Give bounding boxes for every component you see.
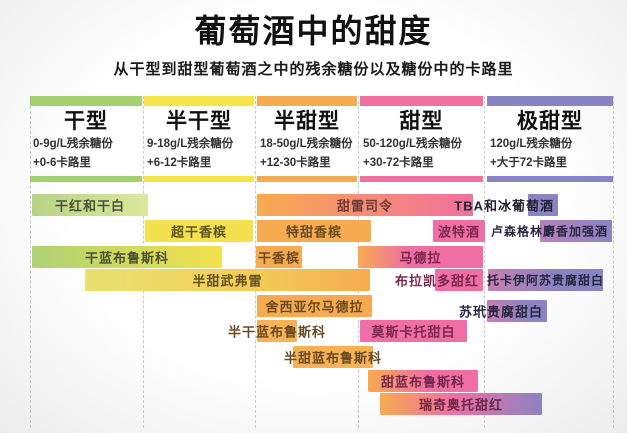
wine-bar: 马德拉 xyxy=(358,246,483,268)
wine-bar-label: 干蓝布鲁斯科 xyxy=(84,250,170,266)
category-color-strip-bottom xyxy=(257,176,357,182)
wine-bar-label: 托卡伊阿苏贵腐甜白 xyxy=(486,273,605,288)
category-residual-sugar: 120g/L残余糖份 xyxy=(490,138,573,150)
category-color-strip-bottom xyxy=(144,176,254,182)
wine-bar: 波特酒 xyxy=(433,220,485,242)
wine-bar: 莫斯卡托甜白 xyxy=(360,320,467,342)
category-calories: +30-72卡路里 xyxy=(363,157,434,169)
wine-bar-label: 干红和干白 xyxy=(54,198,126,214)
category-column: 半干型 9-18g/L残余糖份 +6-12卡路里 xyxy=(144,96,254,182)
wine-bar-label: 卢森格林麝香加强酒 xyxy=(490,224,608,239)
dotted-gridline xyxy=(484,96,485,428)
wine-bar-label: 莫斯卡托甜白 xyxy=(371,324,456,340)
wine-bar-label: 半甜蓝布鲁斯科 xyxy=(283,350,383,366)
category-residual-sugar: 18-50g/L残余糖份 xyxy=(260,138,353,150)
wine-bar-label: 波特酒 xyxy=(437,224,481,240)
category-color-strip-bottom xyxy=(487,176,613,182)
wine-bar: 瑞奇奥托甜红 xyxy=(380,393,542,415)
category-residual-sugar: 9-18g/L残余糖份 xyxy=(147,138,234,150)
wine-bar: 甜蓝布鲁斯科 xyxy=(368,370,478,392)
wine-bar-label: 马德拉 xyxy=(399,250,442,266)
category-calories: +6-12卡路里 xyxy=(147,157,212,169)
category-color-strip-top xyxy=(360,96,483,106)
category-calories: +0-6卡路里 xyxy=(33,157,91,169)
category-color-strip-top xyxy=(30,96,142,106)
wine-bar: 舍西亚尔马德拉 xyxy=(257,295,372,317)
wine-bar-label: TBA和冰葡萄酒 xyxy=(454,198,554,214)
category-title: 甜型 xyxy=(399,110,444,133)
dotted-gridline xyxy=(30,96,31,428)
wine-bar-label: 布拉凯多甜红 xyxy=(394,273,479,289)
category-color-strip-bottom xyxy=(360,176,483,182)
category-column: 干型 0-9g/L残余糖份 +0-6卡路里 xyxy=(30,96,142,182)
wine-bar-label: 半干蓝布鲁斯科 xyxy=(227,324,327,340)
category-title: 半干型 xyxy=(166,110,232,133)
wine-bar: 托卡伊阿苏贵腐甜白 xyxy=(486,269,605,291)
wine-bar-label: 舍西亚尔马德拉 xyxy=(265,299,364,315)
category-column: 极甜型 120g/L残余糖份 +大于72卡路里 xyxy=(487,96,613,182)
wine-bar: 苏玳贵腐甜白 xyxy=(459,300,547,322)
wine-bar: 半甜武弗雷 xyxy=(85,269,370,291)
wine-bar: TBA和冰葡萄酒 xyxy=(454,194,558,216)
dotted-gridline xyxy=(613,96,614,428)
category-column: 半甜型 18-50g/L残余糖份 +12-30卡路里 xyxy=(257,96,357,182)
category-calories: +大于72卡路里 xyxy=(490,157,568,169)
wine-bar: 干香槟 xyxy=(256,246,302,268)
category-color-strip-top xyxy=(144,96,254,106)
wine-bar-label: 特甜香槟 xyxy=(285,224,343,240)
category-title: 半甜型 xyxy=(274,110,340,133)
wine-bar: 卢森格林麝香加强酒 xyxy=(491,220,612,242)
wine-bar-label: 超干香槟 xyxy=(170,224,228,240)
dotted-gridline xyxy=(255,96,256,428)
wine-bar: 干蓝布鲁斯科 xyxy=(32,246,222,268)
wine-bar: 特甜香槟 xyxy=(257,220,371,242)
category-residual-sugar: 0-9g/L残余糖份 xyxy=(33,138,113,150)
wine-bar-label: 甜蓝布鲁斯科 xyxy=(380,374,466,390)
wine-bar: 半干蓝布鲁斯科 xyxy=(228,320,325,342)
wine-bar-label: 半甜武弗雷 xyxy=(192,273,263,289)
category-column: 甜型 50-120g/L残余糖份 +30-72卡路里 xyxy=(360,96,483,182)
wine-bar-label: 瑞奇奥托甜红 xyxy=(418,397,504,413)
page-title: 葡萄酒中的甜度 xyxy=(194,13,433,49)
category-title: 极甜型 xyxy=(517,110,583,133)
category-color-strip-top xyxy=(487,96,613,106)
wine-bar-label: 甜雷司令 xyxy=(336,198,394,214)
wine-bar: 半甜蓝布鲁斯科 xyxy=(284,346,381,368)
category-residual-sugar: 50-120g/L残余糖份 xyxy=(363,138,463,150)
category-color-strip-bottom xyxy=(30,176,142,182)
wine-bar: 布拉凯多甜红 xyxy=(395,269,483,291)
category-color-strip-top xyxy=(257,96,357,106)
page-subtitle: 从干型到甜型葡萄酒之中的残余糖份以及糖份中的卡路里 xyxy=(113,61,514,78)
wine-bar-label: 干香槟 xyxy=(257,250,301,266)
category-title: 干型 xyxy=(64,110,108,133)
wine-bar: 超干香槟 xyxy=(145,220,253,242)
wine-bar: 干红和干白 xyxy=(32,194,148,216)
wine-bar: 甜雷司令 xyxy=(257,194,473,216)
wine-bar-label: 苏玳贵腐甜白 xyxy=(458,304,543,320)
category-calories: +12-30卡路里 xyxy=(260,157,331,169)
